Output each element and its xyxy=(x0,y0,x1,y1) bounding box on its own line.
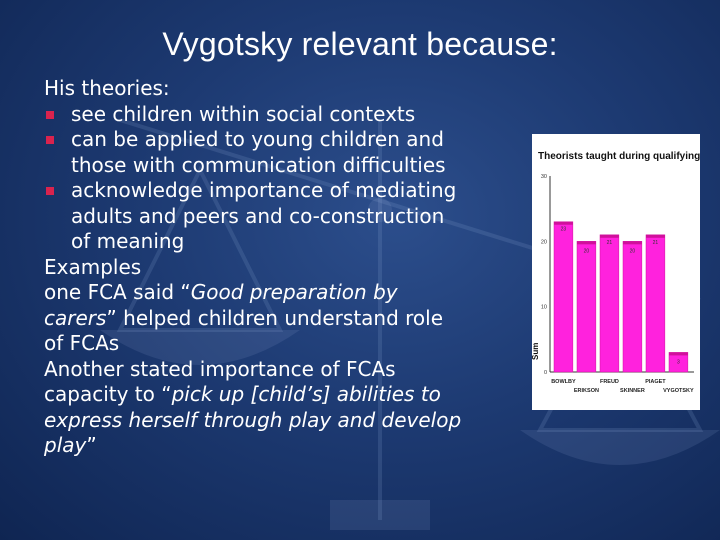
chart-data-label: 3 xyxy=(677,359,680,365)
bullet-text: can be applied to young children and tho… xyxy=(71,127,446,177)
example-quote-1: one FCA said “Good preparation by carers… xyxy=(44,280,464,357)
chart-bar xyxy=(599,234,620,373)
chart-bars: 23 20 21 20 21 3 xyxy=(553,221,689,373)
chart-category-label: FREUD xyxy=(600,379,619,385)
chart-category-label: VYGOTSKY xyxy=(663,388,694,394)
slide-body: His theories: see children within social… xyxy=(44,76,464,459)
chart-category-label: PIAGET xyxy=(645,379,666,385)
chart-data-label: 21 xyxy=(607,240,613,246)
chart-bar xyxy=(576,241,597,373)
example-quote: pick up [child’s] abilities to express h… xyxy=(44,382,462,457)
chart-bar xyxy=(645,234,666,373)
chart-bar-cap xyxy=(669,352,688,356)
square-bullet-icon xyxy=(46,187,54,195)
examples-heading: Examples xyxy=(44,254,142,279)
theorists-bar-chart: Theorists taught during qualifying train… xyxy=(532,134,700,410)
example-quote-2: Another stated importance of FCAs capaci… xyxy=(44,357,464,459)
chart-bar-cap xyxy=(577,241,596,245)
example-lead: Another stated importance of FCAs capaci… xyxy=(44,356,396,407)
chart-category-label: ERIKSON xyxy=(574,388,599,394)
chart-bar-cap xyxy=(600,234,619,238)
chart-data-label: 20 xyxy=(584,248,590,254)
example-tail: ” helped children understand role of FCA… xyxy=(44,305,444,356)
chart-bar-cap xyxy=(623,241,642,245)
chart-canvas: Theorists taught during qualifying train… xyxy=(532,151,700,394)
chart-category-label: BOWLBY xyxy=(551,379,576,385)
chart-bar xyxy=(622,241,643,373)
example-quote: Good preparation by carers xyxy=(44,280,398,330)
example-tail: ” xyxy=(86,433,97,457)
chart-data-label: 21 xyxy=(653,240,659,246)
slide-title: Vygotsky relevant because: xyxy=(162,26,558,62)
chart-category-label: SKINNER xyxy=(620,388,645,394)
chart-bar-cap xyxy=(554,221,573,225)
bullet-item: can be applied to young children and tho… xyxy=(44,127,464,178)
bullet-item: see children within social contexts xyxy=(44,102,464,128)
chart-bar-cap xyxy=(646,234,665,238)
chart-title: Theorists taught during qualifying train… xyxy=(538,151,700,162)
chart-ylabel: Sum xyxy=(532,343,540,360)
chart-data-label: 20 xyxy=(630,248,636,254)
bullet-item: acknowledge importance of mediating adul… xyxy=(44,178,464,255)
chart-y-tick-label: 0 xyxy=(544,370,547,376)
bullet-text: acknowledge importance of mediating adul… xyxy=(71,178,457,253)
chart-bar xyxy=(553,221,574,373)
chart-data-label: 23 xyxy=(561,227,567,233)
chart-y-tick-label: 30 xyxy=(541,174,547,180)
theories-heading: His theories: xyxy=(44,76,170,100)
chart-y-tick-label: 20 xyxy=(541,239,547,245)
chart-y-tick-label: 10 xyxy=(541,305,547,311)
square-bullet-icon xyxy=(46,110,54,119)
bullet-text: see children within social contexts xyxy=(71,101,416,126)
square-bullet-icon xyxy=(46,136,54,144)
example-lead: one FCA said “ xyxy=(44,280,191,304)
